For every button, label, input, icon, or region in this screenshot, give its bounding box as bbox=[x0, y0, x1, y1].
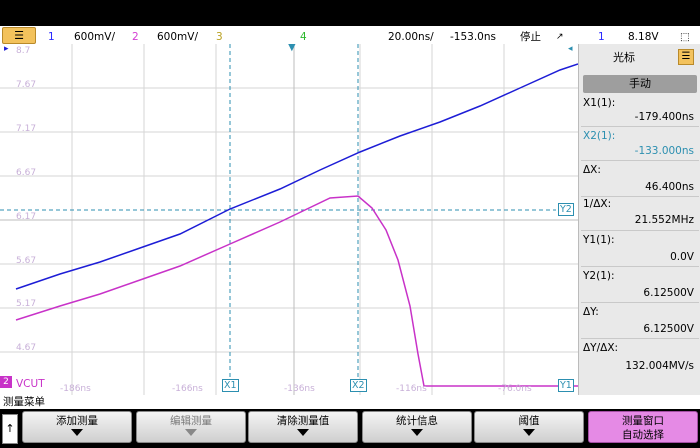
x2-value[interactable]: -133.000ns bbox=[634, 145, 694, 157]
time-label: -186ns bbox=[60, 384, 91, 394]
trigger-position-marker: ▼ bbox=[288, 44, 296, 53]
frame bbox=[0, 0, 700, 26]
cursor-mode[interactable]: 手动 bbox=[583, 75, 697, 93]
ch2-scale[interactable]: 600mV/ bbox=[157, 31, 198, 43]
back-button[interactable]: ↑ bbox=[2, 414, 18, 444]
y-label: 5.17 bbox=[16, 299, 37, 309]
menu-button[interactable]: ☰ bbox=[2, 27, 36, 44]
y2-label: Y2(1): bbox=[583, 270, 615, 282]
add-measurement-button[interactable]: 添加测量 bbox=[22, 411, 132, 443]
statistics-button[interactable]: 统计信息 bbox=[362, 411, 472, 443]
x2-label: X2(1): bbox=[583, 130, 616, 142]
ch2-ground-marker[interactable]: 2 bbox=[0, 376, 12, 388]
statistics-label: 统计信息 bbox=[396, 415, 438, 427]
arrow-down-icon bbox=[71, 429, 83, 436]
ch1-scale[interactable]: 600mV/ bbox=[74, 31, 115, 43]
threshold-label: 阈值 bbox=[518, 415, 540, 427]
arrow-down-icon bbox=[297, 429, 309, 436]
menu-icon: ☰ bbox=[14, 29, 24, 42]
ch2-number[interactable]: 2 bbox=[132, 31, 139, 43]
timebase[interactable]: 20.00ns/ bbox=[388, 31, 434, 43]
edit-measurement-label: 编辑测量 bbox=[170, 415, 212, 427]
y-label: 4.67 bbox=[16, 343, 37, 353]
panel-menu-icon[interactable]: ☰ bbox=[678, 49, 694, 65]
divider bbox=[581, 160, 699, 161]
measurement-window-value: 自动选择 bbox=[622, 429, 664, 441]
time-label: -166ns bbox=[172, 384, 203, 394]
arrow-down-icon bbox=[523, 429, 535, 436]
ch1-offset-marker: ▸ bbox=[4, 44, 9, 54]
y-label: 7.17 bbox=[16, 124, 37, 134]
dy-dx-label: ΔY/ΔX: bbox=[583, 342, 619, 354]
threshold-button[interactable]: 阈值 bbox=[474, 411, 584, 443]
x1-value[interactable]: -179.400ns bbox=[634, 111, 694, 123]
trigger-edge-icon: ↗ bbox=[556, 32, 564, 42]
y2-value: 6.12500V bbox=[643, 287, 694, 299]
time-delay[interactable]: -153.0ns bbox=[450, 31, 496, 43]
cursor-x2-marker[interactable]: X2 bbox=[350, 379, 367, 392]
waveform-display[interactable]: 8.7 7.67 7.17 6.67 6.17 5.67 5.17 4.67 -… bbox=[0, 44, 578, 395]
inv-dx-value: 21.552MHz bbox=[634, 214, 694, 226]
dx-value: 46.400ns bbox=[645, 181, 694, 193]
cursor-x1-marker[interactable]: X1 bbox=[222, 379, 239, 392]
clear-measurements-button[interactable]: 清除测量值 bbox=[248, 411, 358, 443]
divider bbox=[581, 126, 699, 127]
dy-dx-value: 132.004MV/s bbox=[625, 360, 694, 372]
run-status[interactable]: 停止 bbox=[520, 31, 541, 43]
cursor-panel: 光标 ☰ 手动 X1(1): -179.400ns X2(1): -133.00… bbox=[578, 44, 700, 395]
trigger-level-marker: ◂ bbox=[568, 44, 573, 54]
ch4-number[interactable]: 4 bbox=[300, 31, 307, 43]
time-label: -116ns bbox=[396, 384, 427, 394]
dx-label: ΔX: bbox=[583, 164, 601, 176]
arrow-down-icon bbox=[185, 429, 197, 436]
divider bbox=[581, 266, 699, 267]
dy-label: ΔY: bbox=[583, 306, 599, 318]
trigger-source[interactable]: 1 bbox=[598, 31, 605, 43]
panel-title: 光标 bbox=[613, 51, 635, 64]
cursor-y1-marker[interactable]: Y1 bbox=[558, 379, 574, 392]
measurement-window-button[interactable]: 测量窗口 自动选择 bbox=[588, 411, 698, 443]
trigger-level[interactable]: 8.18V bbox=[628, 31, 659, 43]
y-label: 6.17 bbox=[16, 212, 37, 222]
time-label: -76.0ns bbox=[498, 384, 532, 394]
y1-label: Y1(1): bbox=[583, 234, 615, 246]
y1-value: 0.0V bbox=[670, 251, 694, 263]
divider bbox=[581, 196, 699, 197]
menu-title: 测量菜单 bbox=[0, 395, 700, 409]
status-bar bbox=[0, 26, 700, 44]
measurement-window-label: 测量窗口 bbox=[622, 415, 664, 427]
inv-dx-label: 1/ΔX: bbox=[583, 198, 612, 210]
divider bbox=[581, 230, 699, 231]
y-label: 7.67 bbox=[16, 80, 37, 90]
divider bbox=[581, 338, 699, 339]
time-label: -136ns bbox=[284, 384, 315, 394]
ch3-number[interactable]: 3 bbox=[216, 31, 223, 43]
edit-measurement-button[interactable]: 编辑测量 bbox=[136, 411, 246, 443]
waveform-canvas bbox=[0, 44, 578, 395]
add-measurement-label: 添加测量 bbox=[56, 415, 98, 427]
clear-measurements-label: 清除测量值 bbox=[276, 415, 330, 427]
screen-icon[interactable]: ⬚ bbox=[680, 31, 690, 43]
divider bbox=[581, 302, 699, 303]
arrow-down-icon bbox=[411, 429, 423, 436]
cursor-y2-marker[interactable]: Y2 bbox=[558, 203, 574, 216]
dy-value: 6.12500V bbox=[643, 323, 694, 335]
ch1-number[interactable]: 1 bbox=[48, 31, 55, 43]
y-label: 6.67 bbox=[16, 168, 37, 178]
x1-label: X1(1): bbox=[583, 97, 616, 109]
back-arrow-icon: ↑ bbox=[5, 422, 15, 435]
y-label: 8.7 bbox=[16, 46, 31, 56]
y-label: 5.67 bbox=[16, 256, 37, 266]
ch2-label: VCUT bbox=[16, 378, 45, 390]
